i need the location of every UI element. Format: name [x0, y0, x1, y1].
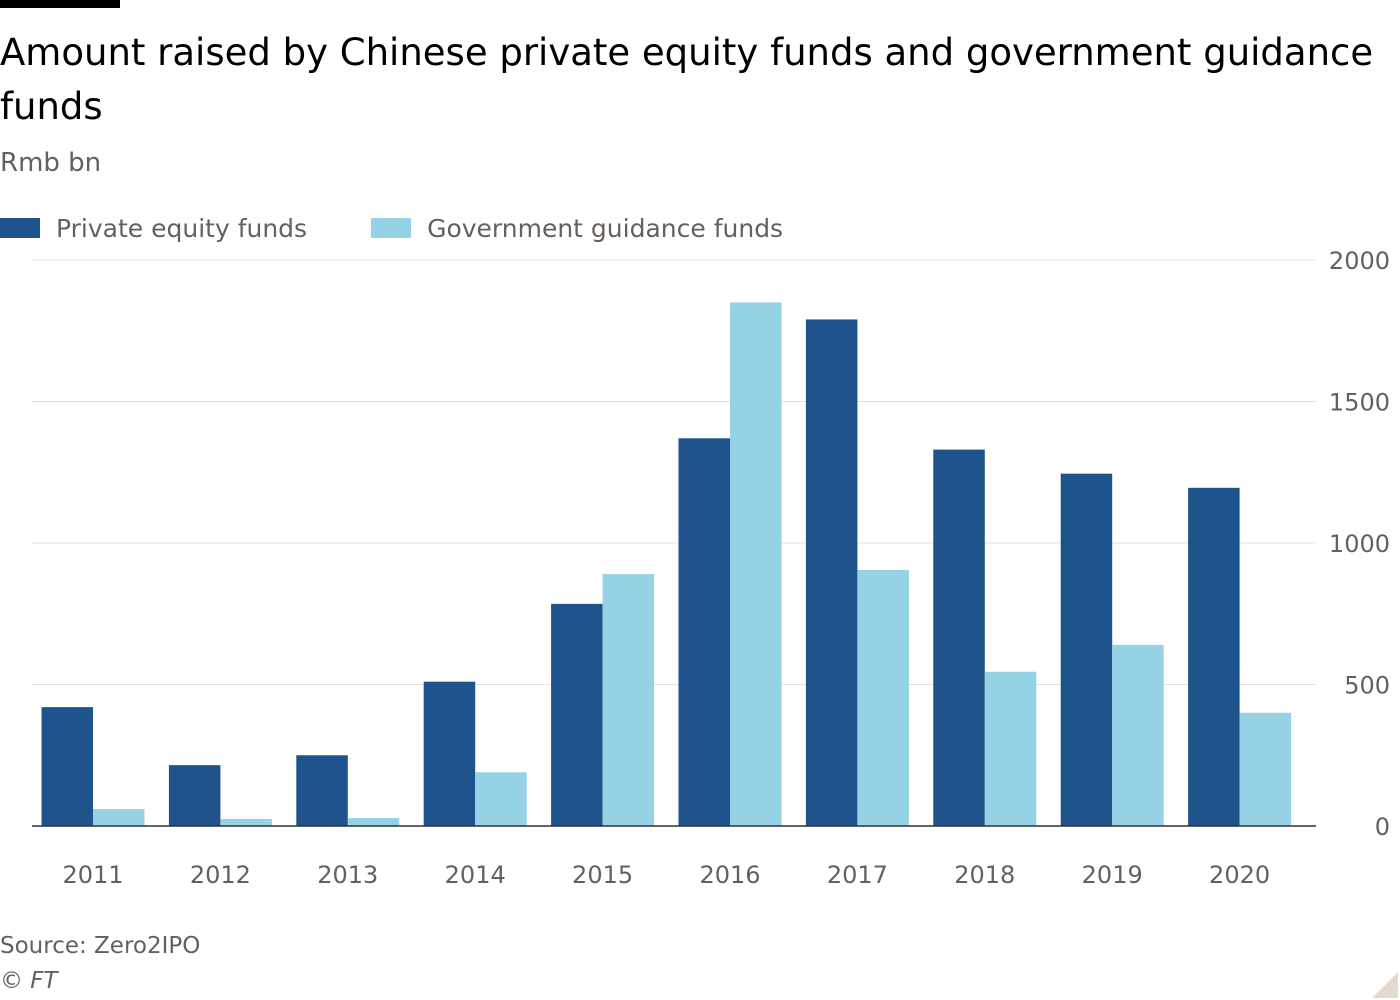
- legend-item-private-equity: Private equity funds: [0, 214, 307, 243]
- corner-decoration: [1372, 972, 1398, 998]
- bars: [41, 302, 1292, 826]
- bar-government-guidance-2015: [602, 574, 655, 826]
- y-tick-label-1500: 1500: [1329, 389, 1390, 417]
- bar-government-guidance-2013: [347, 818, 400, 826]
- legend-label-private-equity: Private equity funds: [56, 213, 308, 243]
- x-tick-label-2014: 2014: [445, 861, 506, 889]
- bar-government-guidance-2020: [1239, 712, 1292, 826]
- legend-item-government-guidance: Government guidance funds: [371, 214, 783, 243]
- bar-private-equity-2016: [678, 438, 730, 826]
- bar-government-guidance-2017: [857, 569, 909, 826]
- bar-private-equity-2019: [1060, 473, 1113, 826]
- x-tick-label-2016: 2016: [699, 861, 760, 889]
- bar-government-guidance-2019: [1112, 644, 1164, 826]
- bar-government-guidance-2016: [730, 302, 782, 826]
- bar-private-equity-2018: [933, 449, 985, 826]
- x-tick-labels: 2011 2012 2013 2014 2015 2016 2017 2018 2019 2020: [62, 861, 1270, 889]
- y-tick-label-2000: 2000: [1329, 247, 1390, 275]
- y-tick-labels: 0 500 1000 1500 2000: [1329, 247, 1390, 841]
- legend-swatch-private-equity: [0, 218, 40, 238]
- bar-government-guidance-2011: [93, 809, 145, 826]
- x-tick-label-2017: 2017: [827, 861, 888, 889]
- x-tick-label-2020: 2020: [1209, 861, 1270, 889]
- top-accent-bar: [0, 0, 120, 8]
- bar-private-equity-2020: [1188, 487, 1240, 826]
- x-tick-label-2013: 2013: [317, 861, 378, 889]
- x-tick-label-2011: 2011: [62, 861, 123, 889]
- bar-government-guidance-2012: [220, 818, 272, 826]
- y-tick-label-500: 500: [1344, 672, 1390, 700]
- bar-private-equity-2013: [296, 755, 348, 826]
- copyright-note: © FT: [0, 968, 58, 994]
- bar-private-equity-2015: [551, 603, 603, 826]
- bar-private-equity-2012: [168, 765, 221, 826]
- legend: Private equity funds Government guidance…: [0, 211, 847, 245]
- legend-swatch-government-guidance: [371, 218, 412, 238]
- x-tick-label-2019: 2019: [1082, 861, 1143, 889]
- chart-subtitle: Rmb bn: [0, 148, 102, 178]
- bar-private-equity-2014: [423, 681, 476, 826]
- bar-government-guidance-2014: [475, 772, 527, 826]
- x-tick-label-2015: 2015: [572, 861, 633, 889]
- y-tick-label-0: 0: [1375, 813, 1390, 841]
- x-tick-label-2012: 2012: [190, 861, 251, 889]
- gridlines: [32, 259, 1316, 685]
- source-note: Source: Zero2IPO: [0, 933, 201, 959]
- bar-private-equity-2017: [805, 319, 858, 826]
- legend-label-government-guidance: Government guidance funds: [427, 213, 784, 243]
- chart-title: Amount raised by Chinese private equity …: [0, 31, 1374, 128]
- y-tick-label-1000: 1000: [1329, 530, 1390, 558]
- x-tick-label-2018: 2018: [954, 861, 1015, 889]
- bar-private-equity-2011: [41, 707, 93, 826]
- bar-government-guidance-2018: [984, 671, 1037, 826]
